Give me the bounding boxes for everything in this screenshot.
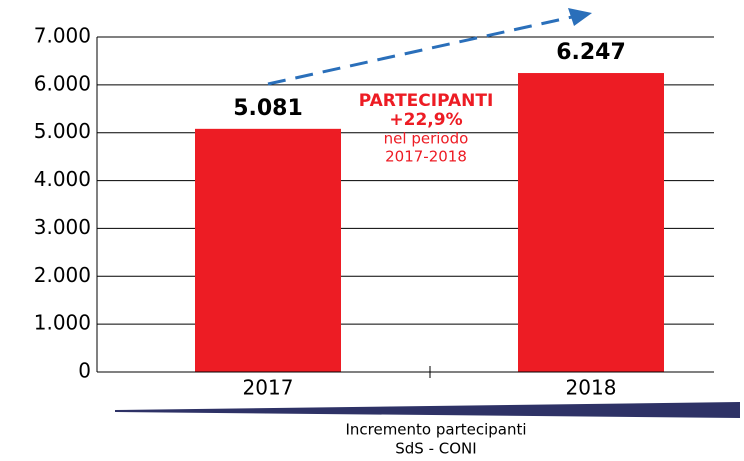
x-tick-label: 2017 xyxy=(243,376,294,400)
y-tick-label: 4.000 xyxy=(34,167,91,191)
y-tick-label: 1.000 xyxy=(34,311,91,335)
y-tick-label: 2.000 xyxy=(34,263,91,287)
bars xyxy=(195,73,664,372)
annotation: nel periodo xyxy=(384,130,469,148)
bar xyxy=(195,128,341,372)
x-tick-label: 2018 xyxy=(566,376,617,400)
footer-band xyxy=(115,402,740,418)
data-label: 5.081 xyxy=(233,96,303,121)
y-tick-label: 5.000 xyxy=(34,119,91,143)
trend-arrow-head xyxy=(568,8,592,26)
y-tick-label: 3.000 xyxy=(34,215,91,239)
footer-text: SdS - CONI xyxy=(395,440,476,458)
y-tick-label: 7.000 xyxy=(34,24,91,48)
y-tick-label: 0 xyxy=(78,359,91,383)
annotation: +22,9% xyxy=(389,110,462,130)
footer-text: Incremento partecipanti xyxy=(345,421,526,439)
annotation: 2017-2018 xyxy=(385,148,467,166)
bar xyxy=(518,73,664,372)
data-label: 6.247 xyxy=(556,40,626,65)
trend-arrow xyxy=(267,15,573,86)
annotation: PARTECIPANTI xyxy=(359,91,494,111)
y-tick-label: 6.000 xyxy=(34,71,91,95)
